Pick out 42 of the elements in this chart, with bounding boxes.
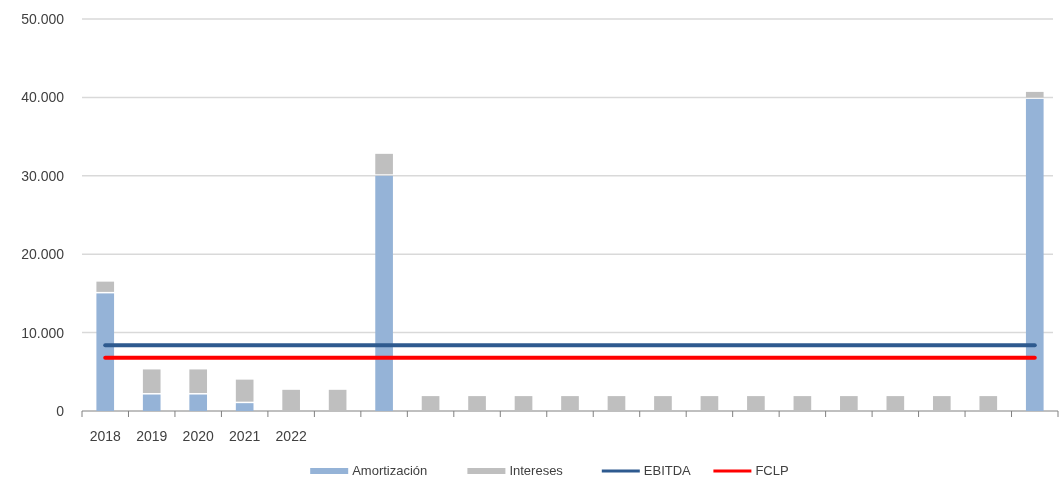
y-tick-label: 0: [56, 403, 65, 419]
bar: [235, 379, 254, 402]
bar: [375, 175, 393, 411]
bar: [561, 396, 579, 411]
bar: [1025, 98, 1044, 411]
bar: [747, 396, 765, 411]
bar: [514, 396, 533, 411]
bar: [468, 396, 486, 411]
y-tick-label: 40.000: [21, 89, 65, 106]
bar: [96, 281, 115, 292]
x-tick-label: 2022: [275, 428, 307, 444]
bar: [142, 369, 161, 394]
bar: [189, 394, 208, 411]
bar: [96, 293, 115, 411]
bar: [189, 369, 208, 394]
y-tick-label: 20.000: [21, 246, 65, 263]
bar: [840, 396, 858, 411]
y-tick-label: 30.000: [21, 167, 65, 184]
bar: [886, 396, 905, 411]
bar: [421, 396, 440, 411]
legend-label: Intereses: [509, 463, 564, 478]
legend-label: FCLP: [755, 463, 789, 478]
x-tick-label: 2021: [229, 428, 261, 444]
x-tick-label: 2018: [89, 428, 122, 444]
x-tick-label: 2019: [136, 428, 168, 444]
bar: [235, 403, 254, 411]
bar: [375, 153, 393, 175]
x-tick-label: 2020: [182, 428, 214, 444]
bar: [979, 396, 998, 411]
bar: [328, 389, 347, 411]
bar: [142, 394, 161, 411]
bar: [700, 396, 719, 411]
bar: [1025, 91, 1044, 98]
y-tick-label: 50.000: [21, 11, 65, 27]
legend-label: EBITDA: [643, 463, 692, 478]
bar: [932, 396, 951, 411]
bar: [654, 396, 672, 411]
bar: [607, 396, 626, 411]
bar: [793, 396, 812, 411]
y-tick-label: 10.000: [21, 324, 65, 341]
legend-label: Amortización: [352, 463, 428, 478]
bar: [282, 389, 300, 411]
